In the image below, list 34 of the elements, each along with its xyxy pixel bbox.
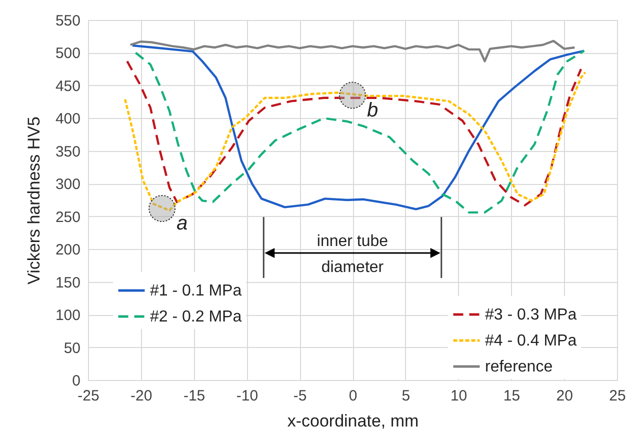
annotation: b [366,99,378,122]
legend-label: #4 - 0.4 MPa [485,332,577,350]
line-series [129,40,576,62]
y-tick-label: 100 [55,307,80,324]
y-tick-label: 500 [55,45,80,62]
x-tick-label: 15 [503,388,520,404]
x-tick-label: -25 [78,388,100,404]
y-tick-label: 450 [55,78,80,95]
legend-label: #2 - 0.2 MPa [150,308,242,326]
legend-label: #1 - 0.1 MPa [150,282,242,300]
x-tick-label: -10 [236,388,258,404]
y-tick-label: 350 [55,143,80,160]
y-tick-label: 250 [55,208,80,226]
x-tick-label: 0 [348,388,358,404]
annotation: inner tube diameter [316,232,390,278]
y-axis-title: Vickers hardness HV5 [24,116,44,284]
y-tick-label: 300 [55,176,80,194]
y-tick-label: 50 [64,340,80,357]
y-tick-label: 550 [55,12,80,30]
y-tick-label: 0 [72,372,80,390]
legend-label: reference [485,358,553,376]
y-tick-label: 150 [55,274,80,292]
x-tick-label: -5 [293,388,307,404]
y-tick-label: 400 [55,110,80,128]
legend-label: #3 - 0.3 MPa [485,306,577,324]
x-tick-label: 5 [402,388,410,404]
y-tick-label: 200 [55,242,80,259]
x-tick-label: 25 [609,388,626,404]
x-tick-label: 20 [556,388,573,404]
x-tick-label: 10 [450,388,468,404]
x-tick-label: -15 [183,388,206,404]
annotation: a [176,212,188,235]
x-tick-label: -20 [130,388,152,404]
x-axis-title: x-coordinate, mm [287,412,419,430]
